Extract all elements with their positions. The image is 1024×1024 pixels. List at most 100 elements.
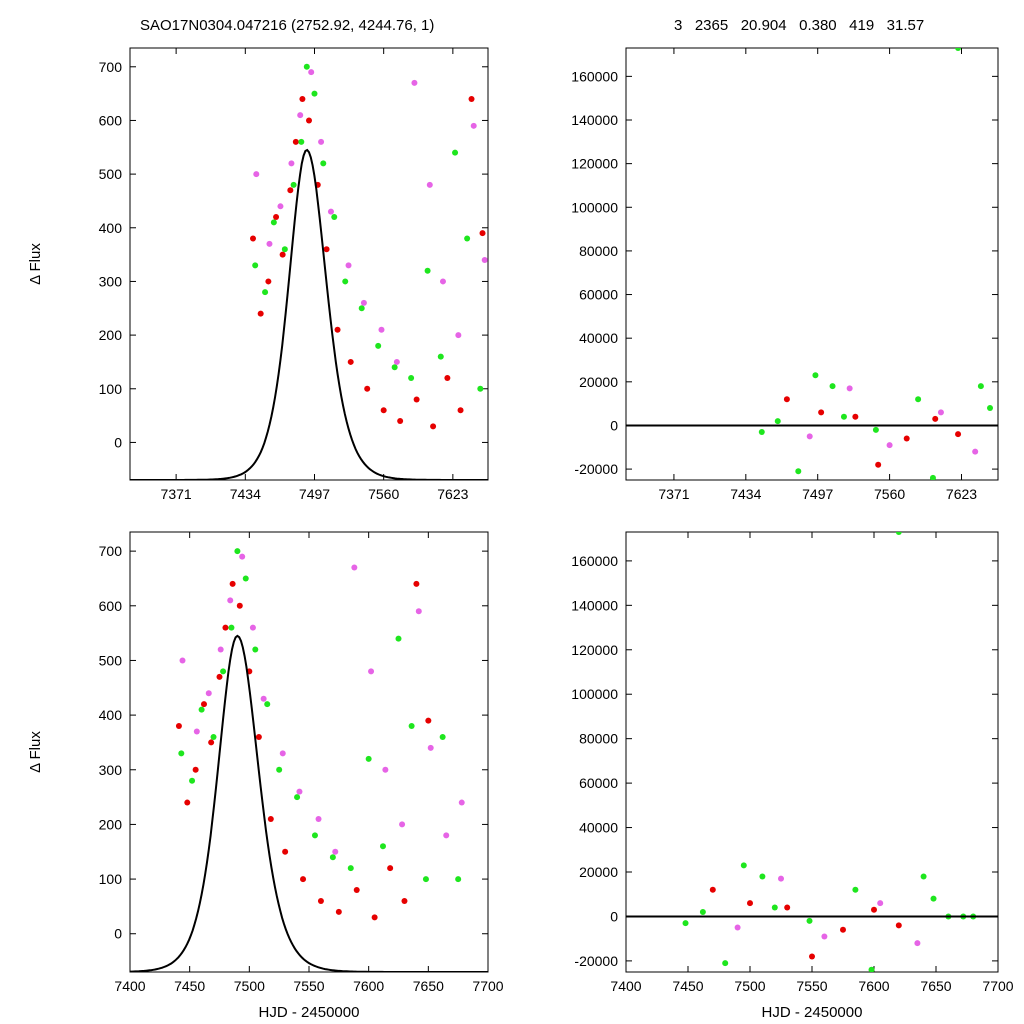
data-point	[217, 646, 224, 653]
data-point	[401, 897, 408, 904]
x-tick-label: 7434	[230, 486, 261, 502]
data-point	[929, 474, 936, 480]
y-tick-label: 600	[99, 598, 123, 614]
data-point	[852, 886, 859, 893]
data-point	[840, 926, 846, 933]
plot-frame	[625, 47, 999, 481]
panel-bottom-left: 7400 7450 7500 7550 7600 7650 7700 0 100 200 300 40…	[27, 531, 504, 1021]
data-point	[871, 906, 877, 913]
x-tick-label: 7550	[796, 978, 827, 994]
y-tick-label: 100	[99, 381, 123, 397]
data-point	[318, 138, 325, 145]
data-point	[279, 750, 286, 757]
data-point	[296, 788, 303, 795]
data-point	[345, 262, 352, 269]
data-point	[932, 415, 939, 422]
panel-bottom-right: 7400 7450 7500 7550 7600 7650 7700 -20000 0 20000…	[571, 531, 1014, 1021]
data-point	[228, 624, 235, 631]
plot-frame	[625, 531, 999, 973]
y-axis-title: Δ Flux	[27, 243, 44, 285]
data-point	[205, 690, 212, 697]
data-point	[846, 385, 853, 392]
y-tick-label: 500	[99, 166, 123, 182]
data-point	[387, 865, 394, 872]
data-point	[175, 723, 182, 730]
x-tick-label: 7497	[802, 486, 833, 502]
data-point	[915, 396, 922, 403]
data-point	[771, 904, 778, 911]
data-point	[257, 310, 264, 317]
data-point	[294, 794, 301, 801]
data-point	[458, 799, 465, 806]
data-point	[477, 385, 484, 392]
y-tick-label: -20000	[574, 461, 618, 477]
panel-top-left: 7371 7434 7497 7560 7623 0 100 200 300 400 500 600 7…	[27, 47, 489, 502]
data-point	[795, 468, 802, 475]
data-point	[179, 657, 186, 664]
data-point	[222, 624, 229, 631]
data-point	[255, 733, 262, 740]
data-point	[353, 887, 360, 894]
data-point	[290, 181, 297, 188]
model-curve	[130, 148, 488, 480]
data-point	[821, 933, 828, 940]
data-point	[331, 214, 338, 221]
y-tick-label: 0	[114, 434, 122, 450]
data-point	[481, 256, 488, 263]
data-point	[424, 267, 431, 274]
data-point	[300, 876, 307, 883]
y-axis-title: Δ Flux	[27, 731, 44, 773]
data-point	[399, 821, 406, 828]
data-point	[252, 262, 259, 269]
data-point	[740, 862, 747, 869]
x-tick-label: 7400	[114, 978, 145, 994]
data-point	[234, 548, 241, 555]
x-tick-label: 7550	[293, 978, 324, 994]
data-point	[415, 608, 422, 615]
data-point	[220, 668, 227, 675]
data-point	[784, 904, 791, 911]
data-points	[758, 48, 994, 480]
data-point	[193, 728, 200, 735]
data-point	[806, 433, 813, 440]
data-point	[872, 426, 879, 433]
y-tick-label: 160000	[571, 553, 618, 569]
data-point	[411, 79, 418, 86]
y-tick-label: 160000	[571, 68, 618, 84]
data-point	[774, 418, 781, 425]
y-tick-label: 120000	[571, 642, 618, 658]
x-tick-label: 7600	[353, 978, 384, 994]
data-point	[868, 966, 875, 972]
x-tick-label: 7400	[610, 978, 641, 994]
data-point	[264, 701, 271, 708]
data-point	[320, 160, 327, 167]
data-point	[444, 375, 451, 382]
data-point	[315, 815, 322, 822]
data-points	[249, 63, 488, 430]
data-point	[273, 214, 280, 221]
data-point	[806, 917, 813, 924]
y-tick-label: -20000	[574, 953, 618, 969]
data-point	[391, 364, 398, 371]
data-point	[265, 278, 272, 285]
data-points	[175, 548, 465, 921]
data-point	[298, 138, 305, 145]
data-point	[323, 246, 330, 253]
y-tick-label: 0	[610, 417, 618, 433]
y-tick-label: 700	[99, 59, 123, 75]
data-point	[332, 848, 339, 855]
data-point	[208, 739, 215, 746]
data-point	[682, 920, 689, 927]
data-point	[758, 429, 765, 435]
y-tick-label: 80000	[579, 243, 618, 259]
data-point	[303, 63, 310, 70]
data-point	[292, 138, 299, 145]
data-point	[282, 848, 289, 855]
data-point	[972, 448, 979, 455]
data-point	[439, 278, 446, 285]
data-point	[937, 409, 944, 416]
data-point	[216, 673, 223, 680]
data-point	[281, 246, 288, 253]
x-tick-label: 7500	[234, 978, 265, 994]
